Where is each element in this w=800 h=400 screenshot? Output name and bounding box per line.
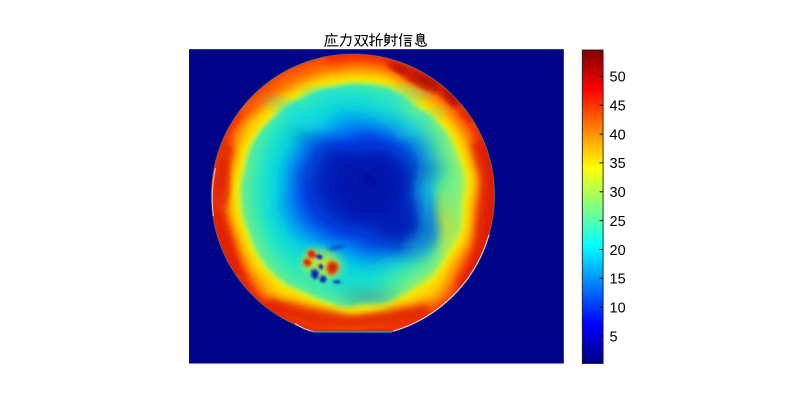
svg-text:20: 20 (610, 243, 626, 259)
svg-text:25: 25 (610, 214, 626, 230)
svg-text:10: 10 (610, 301, 626, 317)
svg-text:50: 50 (610, 70, 626, 86)
svg-text:45: 45 (610, 99, 626, 115)
svg-text:15: 15 (610, 272, 626, 288)
svg-text:40: 40 (610, 127, 626, 143)
svg-text:35: 35 (610, 156, 626, 172)
svg-text:5: 5 (610, 329, 618, 345)
svg-text:30: 30 (610, 185, 626, 201)
